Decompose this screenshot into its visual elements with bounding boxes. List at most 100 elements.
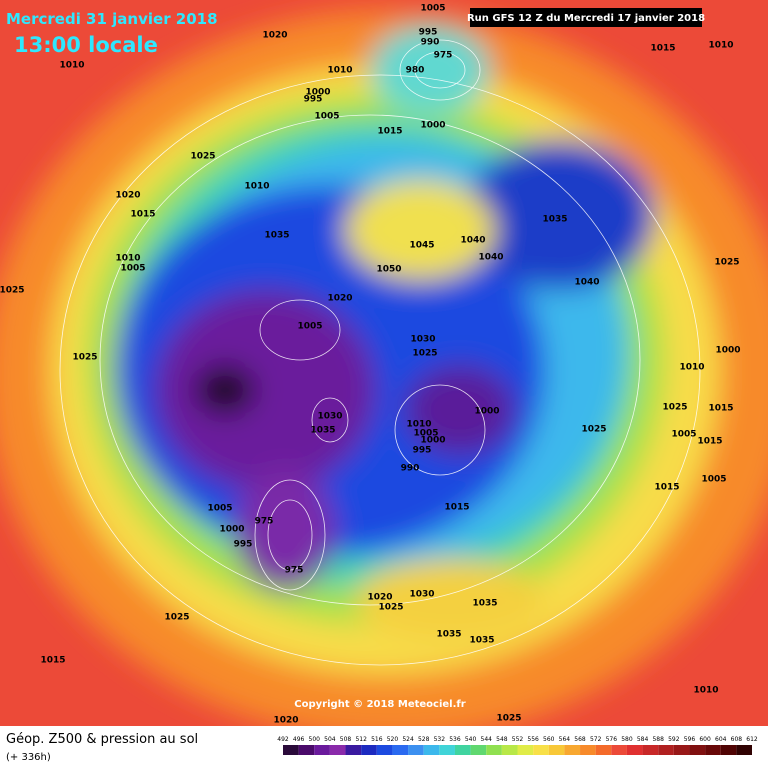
isobar-label: 975 xyxy=(285,566,304,576)
legend-tick: 568 xyxy=(574,736,586,743)
isobar-label: 1015 xyxy=(40,656,65,666)
isobar-label: 1025 xyxy=(378,603,403,613)
legend-swatch xyxy=(470,745,487,755)
legend-swatch xyxy=(298,745,315,755)
legend-tick: 572 xyxy=(590,736,602,743)
legend-tick: 580 xyxy=(621,736,633,743)
legend-tick: 600 xyxy=(699,736,711,743)
legend-swatch xyxy=(611,745,627,755)
isobar-label: 1005 xyxy=(120,264,145,274)
isobar-label: 1030 xyxy=(409,590,434,600)
isobar-label: 1005 xyxy=(413,429,438,439)
legend-tick: 520 xyxy=(387,736,399,743)
legend-tick: 588 xyxy=(652,736,664,743)
legend-tick: 532 xyxy=(434,736,446,743)
time: 13:00 locale xyxy=(14,33,158,57)
isobar-label: 1035 xyxy=(310,426,335,436)
legend-tick: 560 xyxy=(543,736,555,743)
isobar-label: 1040 xyxy=(478,253,503,263)
isobar-label: 1010 xyxy=(679,363,704,373)
legend-swatch xyxy=(376,745,393,755)
legend-tick: 524 xyxy=(402,736,414,743)
isobar-label: 1010 xyxy=(59,61,84,71)
legend-swatch xyxy=(314,745,330,755)
legend-tick: 556 xyxy=(527,736,539,743)
isobar-label: 995 xyxy=(304,95,323,105)
isobar-label: 1000 xyxy=(305,88,330,98)
legend-tick: 576 xyxy=(606,736,618,743)
legend-swatch xyxy=(361,745,377,755)
legend-tick: 592 xyxy=(668,736,680,743)
legend-tick: 564 xyxy=(559,736,571,743)
isobar-label: 995 xyxy=(419,28,438,38)
legend-swatch xyxy=(486,745,502,755)
legend-swatch xyxy=(564,745,581,755)
isobar-label: 980 xyxy=(406,66,425,76)
isobar-label: 1025 xyxy=(714,258,739,268)
legend-swatch xyxy=(548,745,565,755)
isobar-label: 1000 xyxy=(219,525,244,535)
isobar-label: 1015 xyxy=(654,483,679,493)
date: Mercredi 31 janvier 2018 xyxy=(6,10,218,28)
isobar-label: 1025 xyxy=(164,613,189,623)
legend-tick: 608 xyxy=(731,736,743,743)
isobar-label: 1035 xyxy=(264,231,289,241)
legend-tick: 540 xyxy=(465,736,477,743)
run-box xyxy=(470,8,702,27)
legend-swatch xyxy=(736,745,752,755)
isobar-label: 1025 xyxy=(412,349,437,359)
legend-swatch xyxy=(501,745,518,755)
isobar-label: 1010 xyxy=(693,686,718,696)
isobar-label: 1015 xyxy=(708,404,733,414)
run-info: Run GFS 12 Z du Mercredi 17 janvier 2018 xyxy=(467,13,705,24)
legend-tick: 548 xyxy=(496,736,508,743)
isobar-label: 1025 xyxy=(190,152,215,162)
isobar-label: 990 xyxy=(401,464,420,474)
isobar-label: 975 xyxy=(434,51,453,61)
legend-tick: 516 xyxy=(371,736,383,743)
legend-swatch xyxy=(283,745,299,755)
isobar-label: 1005 xyxy=(297,322,322,332)
legend-tick: 492 xyxy=(277,736,289,743)
legend-swatch xyxy=(517,745,534,755)
legend-swatch xyxy=(345,745,362,755)
legend-swatch xyxy=(392,745,409,755)
legend-swatch xyxy=(533,745,549,755)
isobar-label: 1010 xyxy=(406,420,431,430)
isobar-label: 1010 xyxy=(708,41,733,51)
isobar-label: 1005 xyxy=(671,430,696,440)
isobar-label: 1015 xyxy=(650,44,675,54)
isobar-label: 1050 xyxy=(376,265,401,275)
isobar-label: 975 xyxy=(255,517,274,527)
legend-tick: 512 xyxy=(355,736,367,743)
isobar-label: 1005 xyxy=(314,112,339,122)
legend-tick: 544 xyxy=(481,736,493,743)
legend-swatch xyxy=(580,745,596,755)
isobar-label: 1015 xyxy=(377,127,402,137)
isobar-label: 1030 xyxy=(410,335,435,345)
legend-swatch xyxy=(689,745,706,755)
isobar-label: 1005 xyxy=(701,475,726,485)
legend-swatch xyxy=(454,745,471,755)
isobar-label: 1015 xyxy=(444,503,469,513)
isobar-label: 1015 xyxy=(697,437,722,447)
isobar-label: 1000 xyxy=(420,436,445,446)
isobar-label: 1025 xyxy=(72,353,97,363)
legend-swatch xyxy=(329,745,346,755)
isobar-label: 1035 xyxy=(472,599,497,609)
isobar-label: 1010 xyxy=(327,66,352,76)
isobar-label: 995 xyxy=(234,540,253,550)
isobar-label: 1030 xyxy=(317,412,342,422)
legend-swatch xyxy=(439,745,455,755)
isobar-label: 1020 xyxy=(262,31,287,41)
isobar-label: 1020 xyxy=(273,716,298,726)
legend-tick: 528 xyxy=(418,736,430,743)
isobar-label: 990 xyxy=(421,38,440,48)
footer-title: Géop. Z500 & pression au sol xyxy=(6,732,198,747)
isobar-label: 1020 xyxy=(367,593,392,603)
legend-tick: 552 xyxy=(512,736,524,743)
isobar-label: 1035 xyxy=(436,630,461,640)
